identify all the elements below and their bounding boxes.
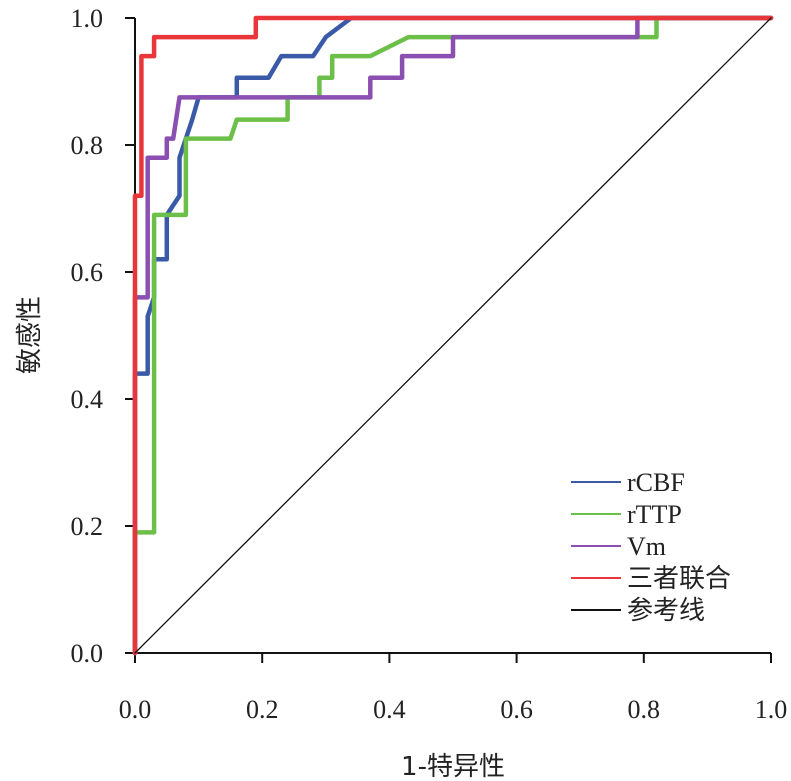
series-line-3: [132, 15, 774, 656]
legend-label-4: 参考线: [627, 596, 705, 625]
series-line-4: [134, 17, 772, 654]
series-layer: [132, 15, 774, 656]
y-tick-label: 0.2: [71, 512, 104, 541]
x-tick-label: 0.4: [373, 695, 406, 724]
x-tick-label: 0.2: [246, 695, 279, 724]
x-tick-label: 1.0: [755, 695, 788, 724]
y-tick-label: 0.8: [71, 131, 104, 160]
y-axis-title: 敏感性: [15, 296, 45, 374]
legend-label-1: rTTP: [627, 500, 682, 529]
x-tick-label: 0.8: [628, 695, 661, 724]
y-tick-label: 0.4: [71, 385, 104, 414]
y-tick-label: 0.6: [71, 258, 104, 287]
legend-label-2: Vm: [627, 532, 666, 561]
y-tick-label: 1.0: [71, 4, 104, 33]
legend-label-3: 三者联合: [627, 564, 731, 593]
x-tick-label: 0.6: [500, 695, 533, 724]
legend-label-0: rCBF: [627, 468, 685, 497]
x-axis-title: 1-特异性: [401, 752, 505, 781]
x-ticks: 0.0 0.2 0.4 0.6 0.8 1.0: [119, 653, 788, 724]
y-tick-label: 0.0: [71, 639, 104, 668]
x-tick-label: 0.0: [119, 695, 152, 724]
y-ticks: 0.0 0.2 0.4 0.6 0.8 1.0: [71, 4, 135, 668]
series-line-2: [132, 15, 774, 656]
